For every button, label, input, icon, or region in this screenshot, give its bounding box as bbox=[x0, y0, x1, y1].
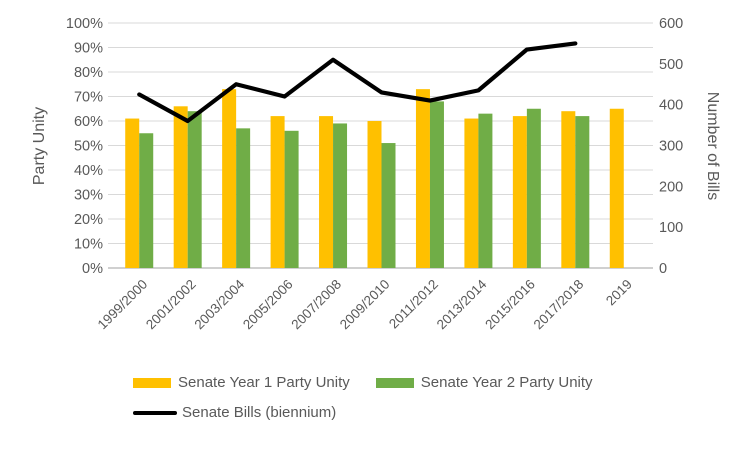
x-axis-label: 1999/2000 bbox=[95, 277, 151, 333]
right-axis-tick-label: 500 bbox=[659, 57, 683, 73]
bar-year2-2009/2010 bbox=[381, 143, 396, 268]
right-axis-tick-label: 600 bbox=[659, 16, 683, 32]
legend-row-2: Senate Bills (biennium) bbox=[133, 404, 593, 421]
legend-row-1: Senate Year 1 Party Unity Senate Year 2 … bbox=[133, 374, 593, 391]
left-axis-tick-label: 70% bbox=[74, 90, 103, 106]
x-axis-label: 2011/2012 bbox=[386, 277, 441, 332]
x-axis-label: 2007/2008 bbox=[288, 277, 344, 333]
x-axis-label: 2015/2016 bbox=[482, 277, 538, 333]
left-axis-tick-label: 40% bbox=[74, 163, 103, 179]
legend-label-year1: Senate Year 1 Party Unity bbox=[178, 374, 350, 391]
bar-year1-2001/2002 bbox=[173, 106, 188, 268]
bar-year2-2005/2006 bbox=[284, 130, 299, 268]
x-axis-label: 2003/2004 bbox=[192, 276, 248, 332]
bar-year1-2017/2018 bbox=[561, 111, 576, 268]
legend-item-bills: Senate Bills (biennium) bbox=[133, 404, 336, 421]
legend-label-year2: Senate Year 2 Party Unity bbox=[420, 374, 593, 391]
left-axis-tick-label: 90% bbox=[74, 41, 103, 57]
bar-year2-2015/2016 bbox=[526, 108, 541, 268]
x-axis-label: 2009/2010 bbox=[337, 277, 393, 333]
party-unity-bills-chart: 100% 90% 80% 70% 60% 50% 40% 30% 20% 10% 0% 600 500 4… bbox=[66, 16, 683, 333]
right-axis-tick-label: 100 bbox=[659, 220, 683, 236]
legend-label-bills: Senate Bills (biennium) bbox=[182, 404, 337, 421]
bar-year2-2011/2012 bbox=[429, 101, 444, 269]
right-axis-tick-label: 200 bbox=[659, 179, 683, 195]
senate-bills-line bbox=[137, 41, 578, 124]
bar-year1-2019 bbox=[609, 108, 624, 268]
left-axis-tick-label: 50% bbox=[74, 139, 103, 155]
bar-year2-2003/2004 bbox=[236, 128, 251, 268]
legend-item-year1: Senate Year 1 Party Unity bbox=[133, 374, 350, 391]
x-axis-label: 2017/2018 bbox=[531, 277, 587, 333]
left-axis-tick-label: 80% bbox=[74, 65, 103, 81]
left-axis-tick-label: 100% bbox=[66, 16, 103, 32]
bar-year2-1999/2000 bbox=[139, 133, 154, 268]
left-axis-tick-label: 30% bbox=[74, 188, 103, 204]
bar-year1-2015/2016 bbox=[512, 116, 527, 268]
left-axis-tick-label: 10% bbox=[74, 237, 103, 253]
bar-year1-2005/2006 bbox=[270, 116, 285, 268]
bar-year2-2007/2008 bbox=[333, 123, 348, 268]
left-axis-tick-label: 0% bbox=[82, 261, 103, 277]
bar-year1-2011/2012 bbox=[415, 89, 430, 269]
x-axis-label: 2019 bbox=[603, 277, 635, 309]
bar-year1-2007/2008 bbox=[319, 116, 334, 268]
left-axis-tick-label: 60% bbox=[74, 114, 103, 130]
x-axis-label: 2005/2006 bbox=[240, 277, 296, 333]
left-axis-tick-label: 20% bbox=[74, 212, 103, 228]
bar-year1-1999/2000 bbox=[125, 118, 140, 268]
bar-year2-2001/2002 bbox=[187, 111, 202, 268]
x-axis-label: 2013/2014 bbox=[434, 276, 490, 332]
bar-year1-2013/2014 bbox=[464, 118, 479, 268]
bar-year2-2017/2018 bbox=[575, 116, 590, 268]
legend-swatch-bills-line bbox=[133, 410, 177, 415]
bar-year1-2003/2004 bbox=[222, 89, 237, 269]
right-axis-tick-label: 0 bbox=[659, 261, 667, 277]
legend-item-year2: Senate Year 2 Party Unity bbox=[375, 374, 593, 391]
right-axis-tick-label: 300 bbox=[659, 139, 683, 155]
bar-year1-2009/2010 bbox=[367, 121, 382, 268]
legend-swatch-year2 bbox=[375, 377, 414, 388]
legend: Senate Year 1 Party Unity Senate Year 2 … bbox=[133, 374, 593, 421]
bar-year2-2013/2014 bbox=[478, 113, 493, 269]
right-axis-tick-label: 400 bbox=[659, 98, 683, 114]
legend-swatch-year1 bbox=[133, 377, 171, 388]
x-axis-label: 2001/2002 bbox=[143, 277, 199, 333]
